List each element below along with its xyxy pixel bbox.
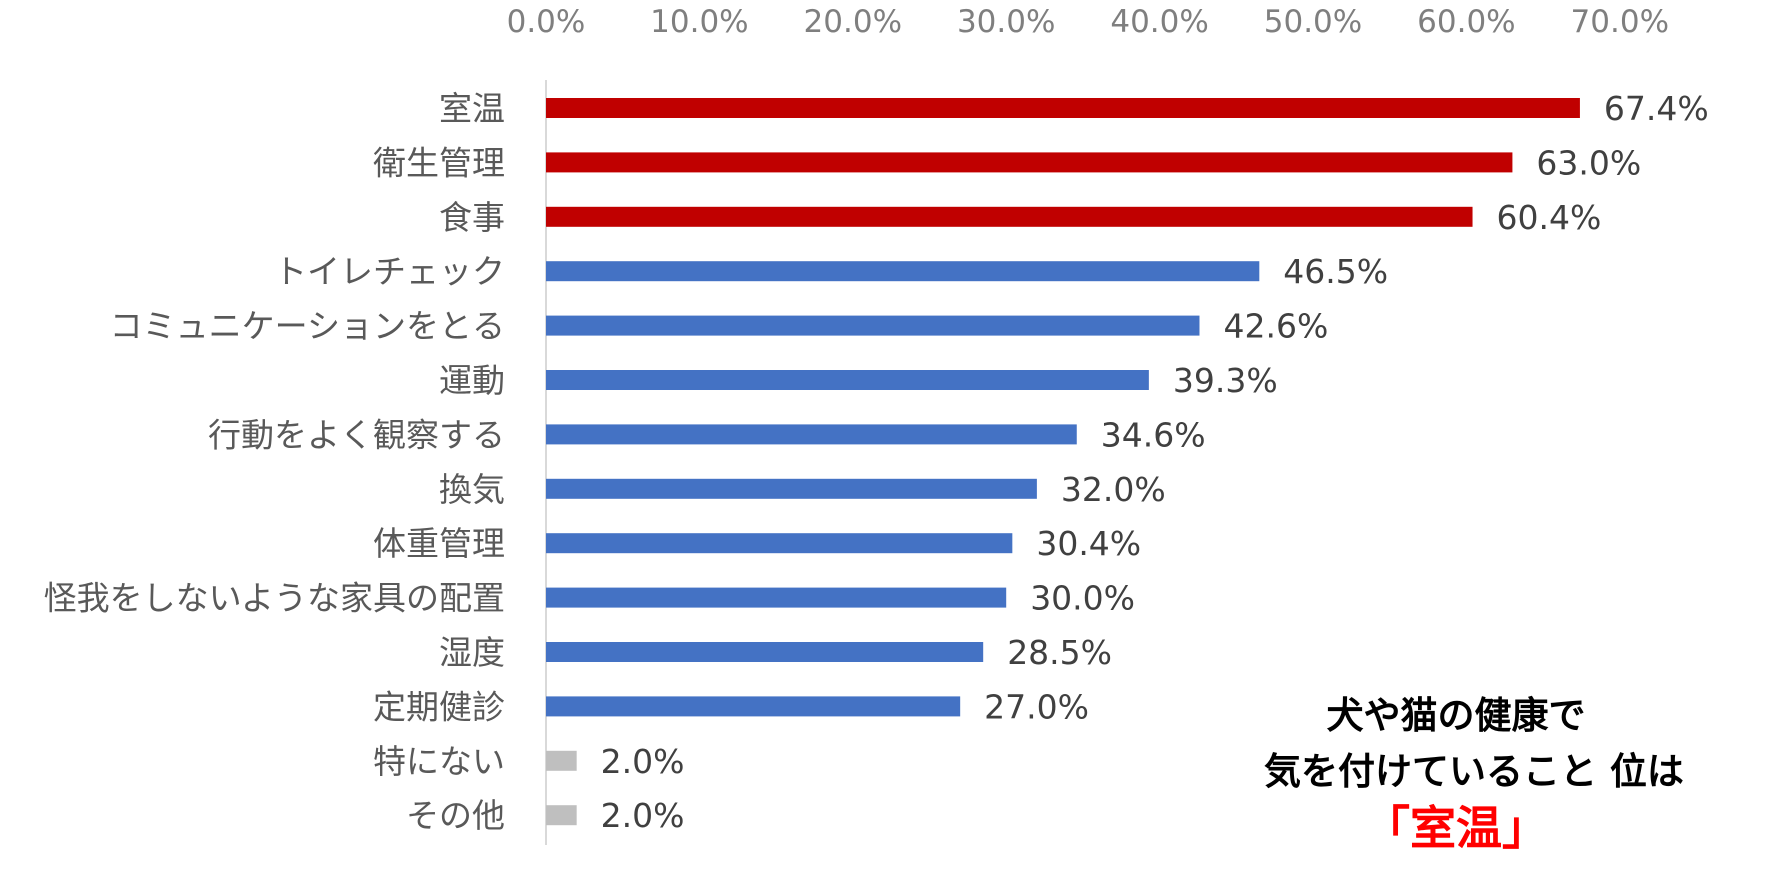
value-labels: 67.4% 63.0% 60.4% 46.5% 42.6% 39.3% 34.6% 32.0%… (601, 89, 1709, 835)
bar (546, 642, 984, 662)
category-label: その他 (406, 796, 505, 835)
category-label: 行動をよく観察する (208, 415, 505, 454)
bar (546, 533, 1013, 554)
bars (546, 98, 1580, 826)
value-label: 28.5% (1007, 633, 1112, 672)
category-label: 換気 (439, 470, 505, 509)
category-label: トイレチェック (274, 252, 505, 291)
bar (546, 206, 1473, 227)
callout-annotation: 犬や猫の健康で 気を付けていること 位は 「室温」 (1200, 688, 1760, 856)
value-label: 32.0% (1061, 470, 1166, 509)
bar (546, 98, 1580, 118)
bar (546, 370, 1149, 390)
value-label: 34.6% (1101, 415, 1206, 454)
x-tick-label: 50.0% (1264, 4, 1362, 40)
callout-highlight: 「室温」 (1364, 801, 1548, 855)
bar (546, 152, 1513, 173)
bar (546, 424, 1077, 445)
x-tick-label: 0.0% (507, 4, 586, 40)
value-label: 39.3% (1173, 361, 1278, 400)
value-label: 27.0% (984, 687, 1089, 726)
value-label: 63.0% (1536, 143, 1641, 182)
x-tick-label: 70.0% (1571, 4, 1669, 40)
category-label: 特にない (373, 742, 505, 781)
bar (546, 805, 577, 826)
x-tick-label: 30.0% (957, 4, 1055, 40)
x-tick-label: 40.0% (1110, 4, 1208, 40)
value-label: 42.6% (1223, 307, 1328, 346)
category-label: 定期健診 (373, 687, 505, 726)
callout-line-2: 気を付けていること 位は (1264, 750, 1684, 793)
category-labels: 室温衛生管理食事トイレチェックコミュニケーションをとる運動行動をよく観察する換気… (44, 89, 505, 835)
value-label: 46.5% (1283, 252, 1388, 291)
bar (546, 750, 577, 771)
category-label: 室温 (439, 89, 505, 128)
category-label: コミュニケーションをとる (110, 307, 505, 346)
bar (546, 587, 1007, 608)
value-label: 2.0% (601, 796, 685, 835)
value-label: 30.4% (1036, 524, 1141, 563)
category-label: 怪我をしないような家具の配置 (44, 579, 505, 618)
category-label: 食事 (439, 198, 505, 237)
value-label: 2.0% (601, 742, 685, 781)
x-tick-label: 10.0% (650, 4, 748, 40)
category-label: 衛生管理 (373, 143, 505, 182)
value-label: 60.4% (1497, 198, 1602, 237)
value-label: 67.4% (1604, 89, 1709, 128)
x-tick-label: 60.0% (1417, 4, 1515, 40)
callout-line-1: 犬や猫の健康で (1326, 694, 1586, 737)
x-tick-label: 20.0% (804, 4, 902, 40)
category-label: 体重管理 (373, 524, 505, 563)
x-axis-ticks: 0.0% 10.0% 20.0% 30.0% 40.0% 50.0% 60.0% 70.0% (507, 4, 1669, 40)
category-label: 運動 (439, 361, 505, 400)
bar (546, 696, 961, 717)
category-label: 湿度 (439, 633, 505, 672)
bar (546, 315, 1200, 336)
value-label: 30.0% (1030, 579, 1135, 618)
bar (546, 261, 1260, 282)
bar (546, 478, 1037, 499)
